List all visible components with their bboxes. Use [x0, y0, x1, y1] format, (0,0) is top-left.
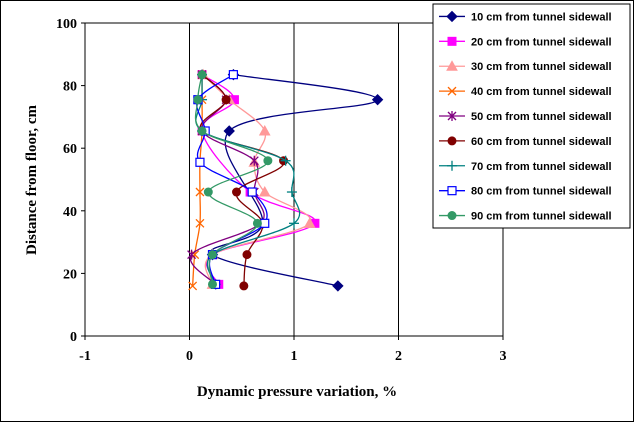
- legend-label: 80 cm from tunnel sidewall: [471, 186, 612, 198]
- data-point: [207, 279, 217, 289]
- y-tick-label: 100: [56, 17, 77, 32]
- data-point: [371, 93, 384, 106]
- legend-entry: 70 cm from tunnel sidewall: [439, 160, 612, 173]
- y-tick-label: 20: [63, 267, 77, 282]
- data-point: [280, 155, 291, 166]
- legend: 10 cm from tunnel sidewall 20 cm from tun…: [432, 3, 631, 229]
- data-point: [260, 218, 270, 228]
- legend-label: 40 cm from tunnel sidewall: [471, 86, 612, 98]
- data-point: [197, 70, 207, 80]
- legend-label: 70 cm from tunnel sidewall: [471, 161, 612, 173]
- data-point: [239, 281, 249, 291]
- legend-entry: 50 cm from tunnel sidewall: [439, 111, 612, 123]
- legend-marker: [447, 36, 457, 46]
- series-9: [193, 70, 273, 289]
- y-tick-label: 60: [63, 142, 77, 157]
- x-tick-label: 0: [186, 349, 193, 364]
- x-tick-label: 1: [291, 349, 298, 364]
- legend-entry: 90 cm from tunnel sidewall: [439, 211, 612, 223]
- data-point: [197, 126, 207, 136]
- legend-entry: 80 cm from tunnel sidewall: [439, 186, 612, 198]
- y-axis-label: Distance from floor, cm: [24, 105, 40, 255]
- x-tick-label: 2: [395, 349, 402, 364]
- legend-entry: 20 cm from tunnel sidewall: [439, 36, 612, 48]
- data-point: [228, 70, 238, 80]
- data-point: [193, 95, 203, 105]
- legend-label: 10 cm from tunnel sidewall: [471, 11, 612, 23]
- series-line: [199, 74, 285, 286]
- data-point: [187, 249, 197, 260]
- x-axis-label: Dynamic pressure variation, %: [197, 384, 397, 400]
- data-point: [258, 124, 271, 136]
- series-group: [187, 68, 384, 292]
- legend-entry: 30 cm from tunnel sidewall: [439, 60, 612, 73]
- legend-box: [432, 3, 631, 229]
- data-point: [195, 218, 205, 228]
- marker-stroke: [188, 281, 198, 291]
- legend-label: 50 cm from tunnel sidewall: [471, 111, 612, 123]
- data-point: [263, 156, 273, 166]
- legend-marker: [447, 136, 457, 146]
- legend-marker: [447, 111, 457, 121]
- data-point: [242, 250, 252, 260]
- legend-entry: 10 cm from tunnel sidewall: [439, 10, 612, 23]
- legend-entry: 40 cm from tunnel sidewall: [439, 86, 612, 98]
- legend-label: 60 cm from tunnel sidewall: [471, 136, 612, 148]
- marker-stroke: [195, 218, 205, 228]
- legend-entry: 60 cm from tunnel sidewall: [439, 136, 612, 148]
- data-point: [195, 157, 205, 167]
- legend-label: 90 cm from tunnel sidewall: [471, 211, 612, 223]
- legend-label: 30 cm from tunnel sidewall: [471, 61, 612, 73]
- data-point: [203, 187, 213, 197]
- data-point: [232, 187, 242, 197]
- data-point: [258, 185, 271, 197]
- series-line: [210, 74, 379, 287]
- legend-marker: [447, 160, 457, 171]
- y-tick-label: 0: [70, 330, 77, 345]
- data-point: [252, 218, 262, 228]
- marker-stroke: [447, 86, 457, 96]
- y-tick-label: 80: [63, 80, 77, 95]
- series-line: [195, 74, 301, 285]
- y-tick-label: 40: [63, 205, 77, 220]
- data-point: [249, 155, 259, 166]
- x-tick-label: 3: [500, 349, 507, 364]
- marker-stroke: [195, 187, 205, 197]
- x-tick-label: -1: [79, 349, 91, 364]
- data-point: [289, 218, 299, 229]
- legend-marker: [447, 186, 457, 196]
- data-point: [303, 217, 316, 228]
- data-point: [195, 187, 205, 197]
- data-point: [188, 281, 198, 291]
- data-point: [221, 95, 231, 105]
- data-point: [286, 187, 297, 198]
- legend-label: 20 cm from tunnel sidewall: [471, 36, 612, 48]
- legend-marker: [446, 60, 458, 71]
- legend-marker: [447, 86, 457, 96]
- legend-marker: [446, 10, 458, 23]
- data-point: [207, 250, 217, 260]
- data-point: [332, 280, 344, 292]
- data-point: [223, 125, 235, 137]
- legend-marker: [447, 211, 457, 221]
- data-point: [247, 187, 257, 197]
